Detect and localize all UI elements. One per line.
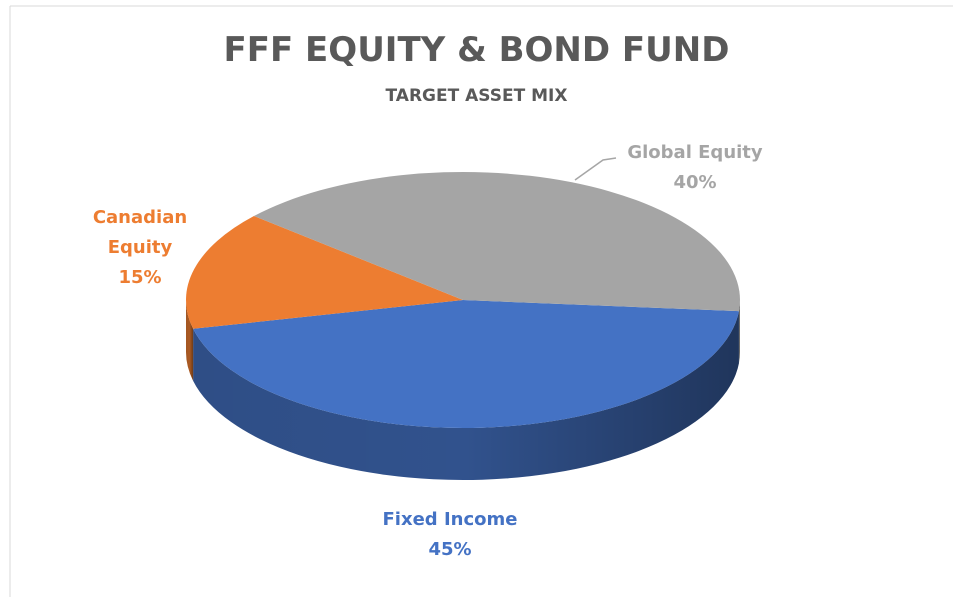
data-label: Canadian Equity 15% [85,203,195,293]
slice-side-shade [738,300,740,364]
label-value: 15% [118,267,162,288]
pie [186,172,741,480]
chart-subtitle: TARGET ASSET MIX [385,86,568,106]
pie-slice [193,300,739,428]
label-category: Canadian Equity [92,207,188,258]
pie-slice [253,172,741,312]
label-category: Fixed Income [382,509,518,530]
slice-side-shade [193,311,739,480]
pie-slice [186,216,463,329]
data-label: Fixed Income 45% [330,505,570,565]
label-value: 45% [428,539,472,560]
data-label: Global Equity 40% [600,138,790,198]
leader-line [574,157,617,181]
slice-side-shade [186,300,194,381]
chart-title: FFF EQUITY & BOND FUND [223,30,730,70]
label-category: Global Equity [627,142,763,163]
label-value: 40% [673,172,717,193]
